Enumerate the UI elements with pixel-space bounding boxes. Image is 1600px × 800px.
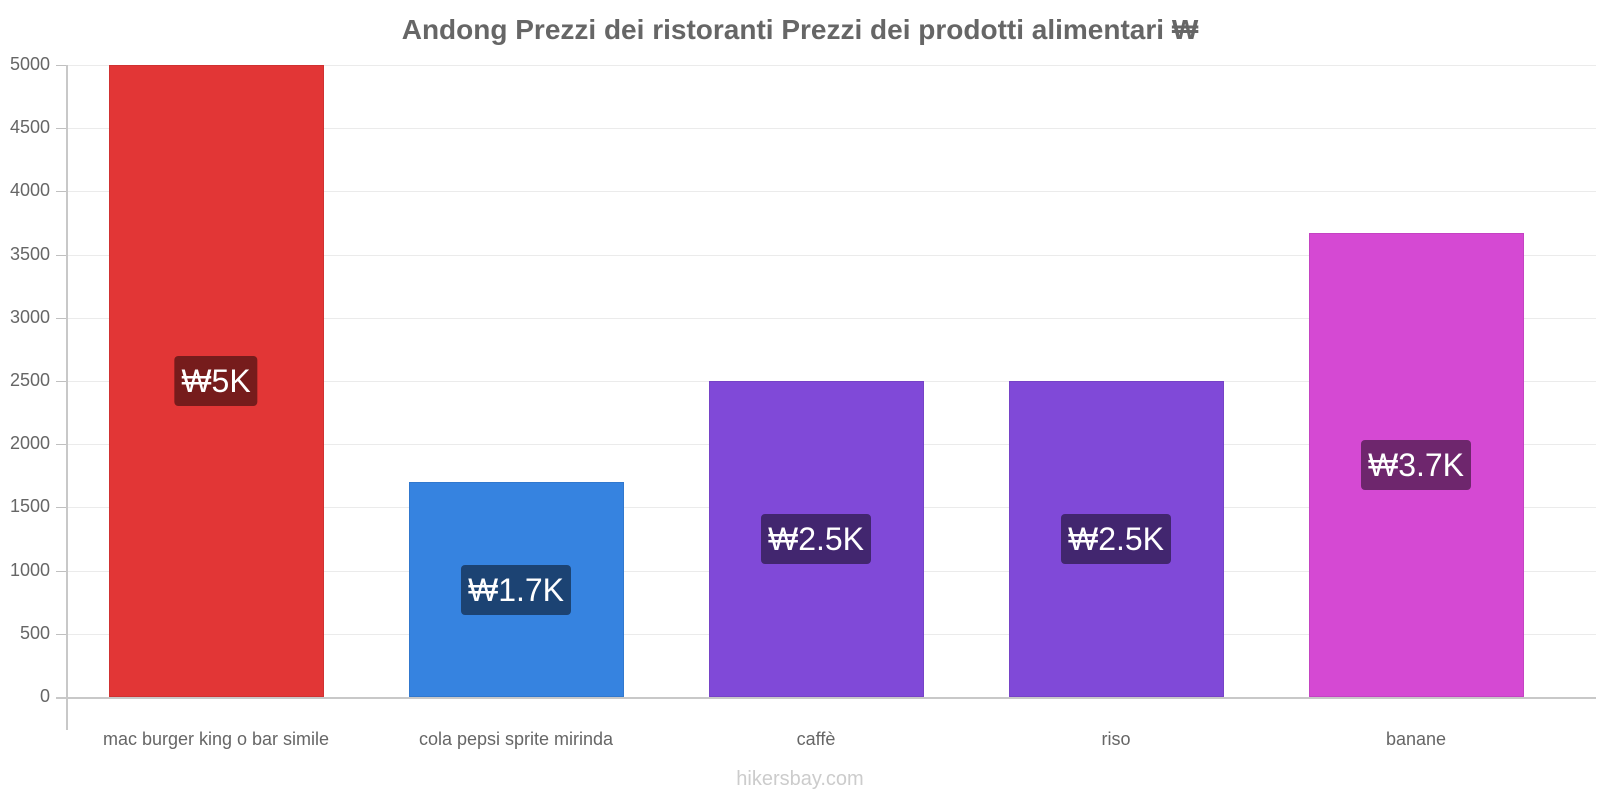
bar-value-label: ₩5K [174,356,258,406]
y-tick-label: 3000 [9,306,50,327]
y-tick-label: 0 [39,686,50,706]
y-tick-label: 5000 [9,54,50,74]
y-tick-label: 500 [19,622,50,643]
y-tick-mark [56,254,66,256]
gridline [66,128,1596,130]
x-tick-label: riso [1101,729,1131,749]
y-tick-label: 4500 [9,117,50,138]
y-tick-label: 4000 [9,180,50,201]
x-tick-label: mac burger king o bar simile [102,729,330,749]
y-tick-label: 1000 [9,559,50,580]
y-tick-label: 2000 [9,433,50,454]
x-tick-label: cola pepsi sprite mirinda [418,729,614,749]
x-axis [56,697,1596,699]
x-tick-label: caffè [796,729,836,749]
gridline [66,191,1596,193]
x-tick-label: banane [1385,729,1447,749]
gridline [66,254,1596,256]
y-tick-mark [56,128,66,130]
y-tick-label: 2500 [9,370,50,390]
y-tick-mark [56,65,66,66]
chart-title: Andong Prezzi dei ristoranti Prezzi dei … [401,14,1199,45]
y-axis [66,65,68,730]
bar-value-label: ₩2.5K [1060,514,1172,564]
y-tick-label: 3500 [9,243,50,264]
watermark: hikersbay.com [736,768,864,790]
gridline [66,65,1596,66]
gridline [66,317,1596,319]
y-tick-mark [56,444,66,446]
y-tick-mark [56,191,66,193]
y-tick-mark [56,570,66,572]
y-tick-label: 1500 [9,496,50,517]
y-tick-mark [56,381,66,382]
y-tick-mark [56,317,66,319]
y-tick-mark [56,507,66,509]
bar-value-label: ₩3.7K [1360,440,1472,491]
bar-value-label: ₩1.7K [460,564,572,615]
y-tick-mark [56,633,66,635]
bar-value-label: ₩2.5K [760,514,872,564]
